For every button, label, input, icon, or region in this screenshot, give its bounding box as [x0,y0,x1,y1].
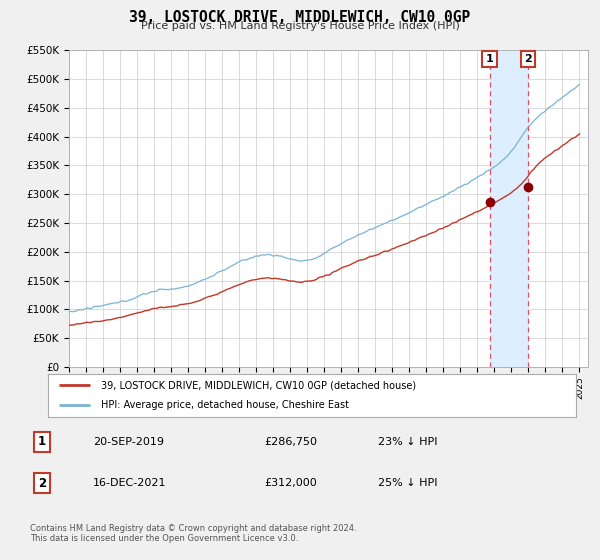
Text: 1: 1 [38,435,46,449]
Text: 1: 1 [486,54,494,64]
Text: 20-SEP-2019: 20-SEP-2019 [93,437,164,447]
Text: HPI: Average price, detached house, Cheshire East: HPI: Average price, detached house, Ches… [101,400,349,410]
Text: £312,000: £312,000 [264,478,317,488]
Text: 2: 2 [38,477,46,490]
Text: Price paid vs. HM Land Registry's House Price Index (HPI): Price paid vs. HM Land Registry's House … [140,21,460,31]
Text: £286,750: £286,750 [264,437,317,447]
Text: 39, LOSTOCK DRIVE, MIDDLEWICH, CW10 0GP (detached house): 39, LOSTOCK DRIVE, MIDDLEWICH, CW10 0GP … [101,380,416,390]
Text: 2: 2 [524,54,532,64]
Text: 25% ↓ HPI: 25% ↓ HPI [378,478,437,488]
Text: Contains HM Land Registry data © Crown copyright and database right 2024.
This d: Contains HM Land Registry data © Crown c… [30,524,356,543]
Text: 23% ↓ HPI: 23% ↓ HPI [378,437,437,447]
Text: 39, LOSTOCK DRIVE, MIDDLEWICH, CW10 0GP: 39, LOSTOCK DRIVE, MIDDLEWICH, CW10 0GP [130,10,470,25]
Bar [490,50,528,367]
Text: 16-DEC-2021: 16-DEC-2021 [93,478,167,488]
